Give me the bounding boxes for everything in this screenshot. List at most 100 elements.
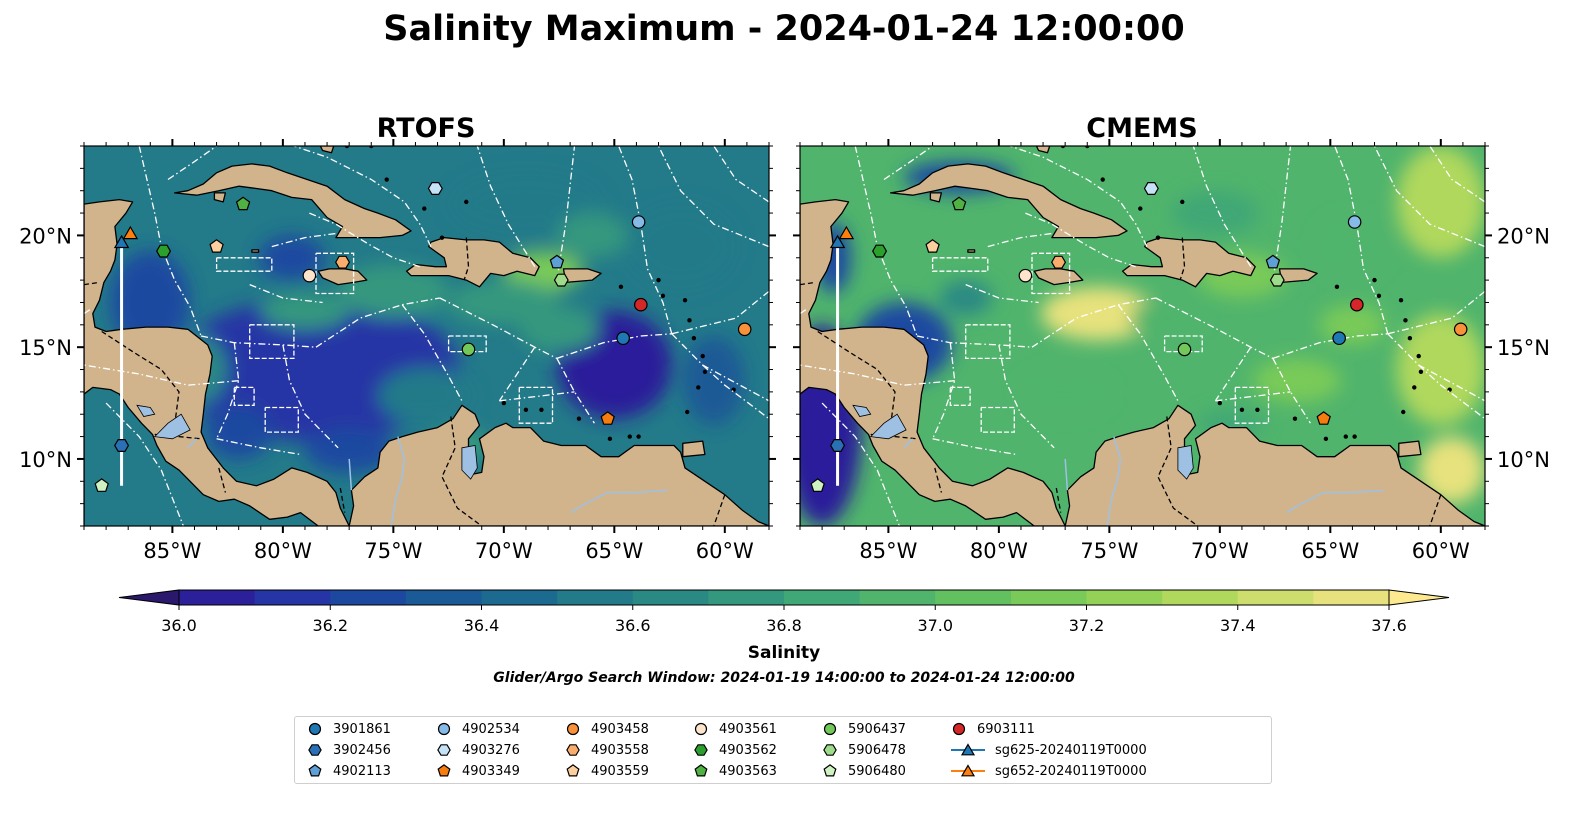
landmass-trinidad: [1398, 440, 1422, 458]
legend-item: 4903562: [693, 740, 777, 760]
legend-label: 4903561: [719, 721, 777, 737]
axis-ticks: [77, 139, 776, 533]
legend-label: 4903276: [462, 742, 520, 758]
landmass-southAmerica: [1064, 404, 1485, 526]
legend-marker: [308, 744, 322, 756]
argo-marker-3902456: [114, 439, 130, 452]
glider-marker-sg625-20240119T0000: [829, 234, 846, 249]
legend-label: 5906478: [848, 742, 906, 758]
argo-marker-3902456: [830, 439, 846, 452]
x-tick-label: 60°W: [696, 539, 754, 563]
cmems-map: 85°W 80°W 75°W 70°W 65°W 60°W 20°N 15°N 10°N: [793, 139, 1550, 563]
salinity-colorbar: 36.0 36.2 36.4 36.6 36.8 37.0 37.2 37.4 37.6: [118, 589, 1450, 635]
landmass-jamaica: [317, 268, 368, 286]
legend-marker: [308, 764, 322, 777]
legend-label: 4903349: [462, 763, 520, 779]
argo-marker-4903563: [235, 196, 251, 211]
figure-title: Salinity Maximum - 2024-01-24 12:00:00: [383, 9, 1184, 49]
legend-swatch: [308, 744, 322, 756]
legend-marker: [694, 744, 708, 756]
colorbar-segment: [254, 590, 331, 605]
legend-item: sg652-20240119T0000: [951, 761, 1147, 781]
map-frame: [83, 145, 770, 527]
legend-swatch: [437, 764, 451, 777]
legend-marker: [823, 764, 837, 777]
colorbar-segment: [557, 590, 634, 605]
argo-marker-4902534: [631, 215, 646, 229]
colorbar-segment: [405, 590, 482, 605]
legend-label: 4903558: [591, 742, 649, 758]
x-tick-label: 85°W: [859, 539, 917, 563]
landmass-isleYouth: [213, 192, 227, 203]
argo-marker-6903111: [1350, 297, 1364, 312]
legend-label: 4903563: [719, 763, 777, 779]
colorbar-tick-label: 37.4: [1220, 616, 1256, 635]
legend-item: 5906437: [822, 719, 906, 739]
colorbar-segment: [935, 590, 1012, 605]
legend-swatch: [694, 722, 708, 736]
land: [84, 146, 769, 526]
argo-marker-4902534: [1347, 215, 1362, 229]
legend-swatch: [694, 764, 708, 777]
argo-marker-4903562: [156, 244, 172, 258]
glider-marker-sg625-20240119T0000: [113, 234, 130, 249]
legend-marker: [437, 744, 451, 756]
legend-swatch: [566, 764, 580, 777]
y-tick-label: 20°N: [19, 224, 72, 248]
landmass-hispaniola: [405, 236, 540, 288]
legend-label: sg652-20240119T0000: [995, 763, 1147, 779]
legend-item: sg625-20240119T0000: [951, 740, 1147, 760]
axis-ticks: [793, 139, 1492, 533]
legend-item: 4903458: [565, 719, 649, 739]
legend-label: 4903559: [591, 763, 649, 779]
legend-item: 4903561: [693, 719, 777, 739]
legend-swatch: [566, 722, 580, 736]
legend-item: 4902113: [307, 761, 391, 781]
y-tick-label: 15°N: [19, 336, 72, 360]
legend-swatch: [694, 744, 708, 756]
argo-marker-3901861: [1332, 331, 1346, 346]
landmass-cuba: [889, 163, 1128, 239]
x-tick-label: 65°W: [585, 539, 643, 563]
argo-marker-4903559: [209, 239, 224, 253]
map-frame: [799, 145, 1486, 527]
colorbar-segment: [708, 590, 785, 605]
legend-swatch: [823, 722, 837, 736]
y-tick-label: 15°N: [1497, 336, 1550, 360]
x-tick-label: 80°W: [254, 539, 312, 563]
rtofs-title: RTOFS: [377, 113, 476, 144]
argo-marker-5906478: [1269, 273, 1285, 287]
legend-label: 4902534: [462, 721, 520, 737]
legend-marker: [960, 743, 976, 756]
argo-marker-4903561: [302, 268, 317, 283]
landmass-andros: [1035, 146, 1051, 154]
colorbar-label: Salinity: [748, 643, 821, 663]
x-tick-label: 70°W: [475, 539, 533, 563]
legend-marker: [960, 764, 976, 777]
x-tick-label: 80°W: [970, 539, 1028, 563]
x-tick-label: 75°W: [364, 539, 422, 563]
legend-label: 4903562: [719, 742, 777, 758]
argo-marker-3901861: [616, 331, 630, 346]
argo-marker-4903558: [335, 255, 351, 269]
landmass-hispaniola: [1121, 236, 1256, 288]
colorbar-tick-label: 36.6: [615, 616, 651, 635]
colorbar-segment: [179, 590, 256, 605]
legend-item: 3901861: [307, 719, 391, 739]
legend-swatch: [952, 722, 966, 736]
rtofs-map: 85°W 80°W 75°W 70°W 65°W 60°W 20°N 15°N 10°N: [19, 139, 776, 563]
landmass-trinidad: [682, 440, 706, 458]
legend-label: 6903111: [977, 721, 1035, 737]
glider-marker-sg652-20240119T0000: [838, 225, 855, 240]
legend-item: 4903558: [565, 740, 649, 760]
argo-marker-4902113: [549, 254, 565, 269]
x-tick-label: 65°W: [1301, 539, 1359, 563]
argo-marker-5906480: [810, 478, 825, 492]
argo-marker-6903111: [634, 297, 648, 312]
legend-swatch: [823, 764, 837, 777]
legend: 3901861 3902456 4902113 4902534 4903276 49033…: [294, 716, 1272, 784]
landmass-southAmerica: [348, 404, 769, 526]
y-tick-label: 10°N: [19, 448, 72, 472]
argo-marker-4903559: [925, 239, 940, 253]
legend-marker: [437, 764, 451, 777]
